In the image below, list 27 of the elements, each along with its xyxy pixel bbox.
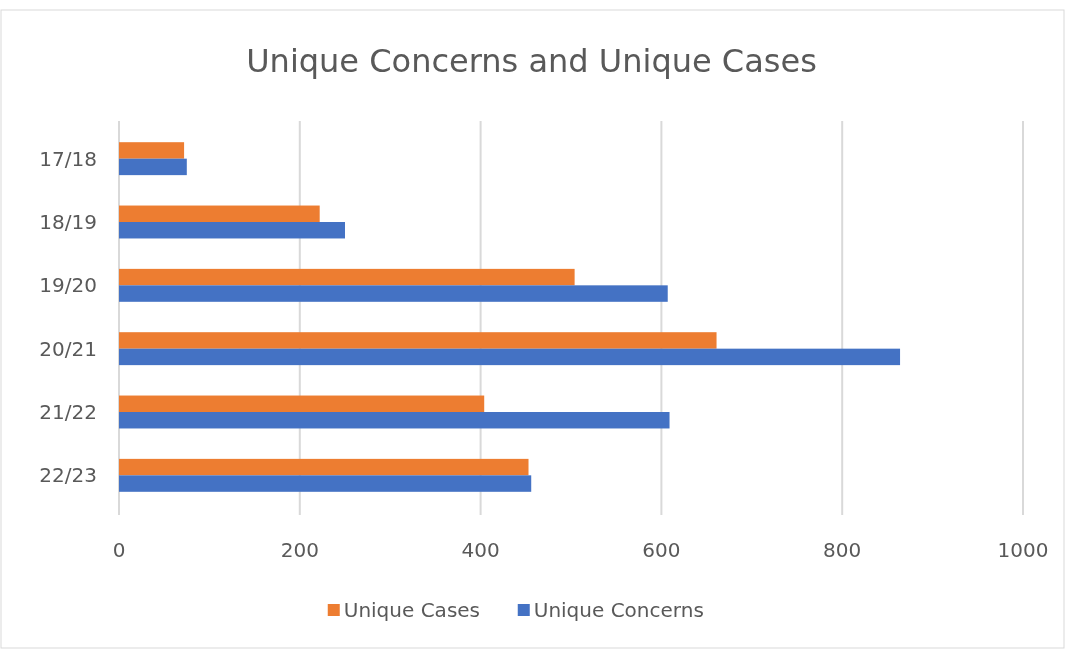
- bar: [119, 412, 670, 429]
- bar: [119, 222, 345, 239]
- bar: [119, 285, 668, 302]
- y-tick-label: 17/18: [39, 146, 97, 171]
- y-tick-label: 21/22: [39, 400, 97, 424]
- bar: [119, 268, 575, 286]
- legend-label: Unique Concerns: [533, 598, 704, 622]
- x-tick-label: 400: [461, 538, 500, 562]
- x-tick-label: 1000: [997, 538, 1049, 562]
- y-tick-label: 19/20: [39, 273, 97, 298]
- x-tick-label: 0: [112, 538, 126, 562]
- bar: [119, 332, 717, 349]
- y-tick-label: 18/19: [39, 210, 97, 234]
- bar: [119, 142, 185, 159]
- y-tick-label: 22/23: [39, 463, 97, 488]
- x-tick-label: 800: [823, 538, 862, 562]
- chart-title: Unique Concerns and Unique Cases: [246, 42, 817, 80]
- x-tick-label: 600: [642, 538, 681, 562]
- bar: [119, 205, 320, 222]
- bar: [119, 348, 901, 366]
- x-tick-label: 200: [280, 538, 319, 562]
- bar: [119, 158, 187, 176]
- legend-label: Unique Cases: [343, 598, 481, 622]
- bar: [119, 395, 485, 412]
- bar: [119, 458, 529, 476]
- y-tick-label: 20/21: [39, 336, 97, 361]
- bar: [119, 475, 532, 492]
